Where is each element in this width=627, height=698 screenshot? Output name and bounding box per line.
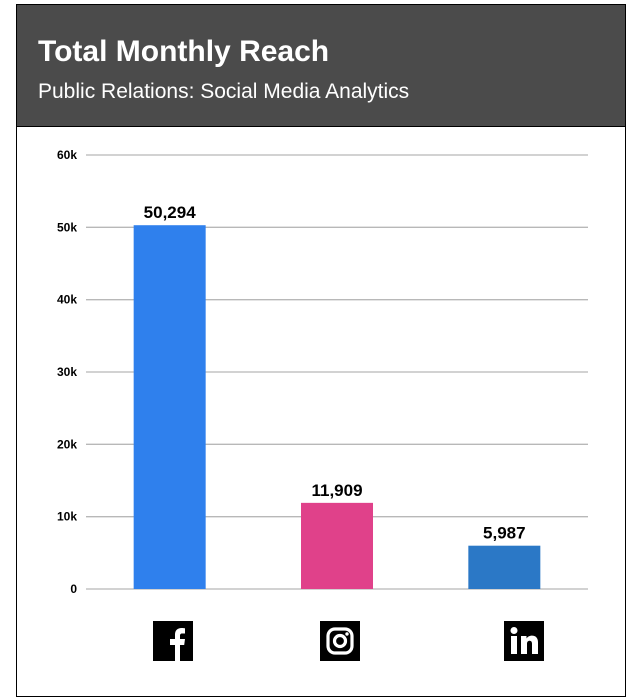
y-tick-label: 40k — [57, 293, 77, 307]
chart-header: Total Monthly Reach Public Relations: So… — [17, 5, 625, 127]
y-tick-label: 30k — [57, 365, 77, 379]
bar-facebook — [133, 225, 206, 589]
chart-subtitle: Public Relations: Social Media Analytics — [38, 80, 410, 103]
y-tick-label: 20k — [57, 437, 77, 451]
chart-title: Total Monthly Reach — [38, 35, 330, 68]
y-tick-label: 50k — [57, 220, 77, 234]
bar-instagram — [301, 502, 373, 589]
bar-value-label: 5,987 — [483, 524, 526, 543]
bar-value-label: 11,909 — [311, 481, 362, 500]
linkedin-icon — [504, 621, 544, 661]
y-tick-label: 60k — [57, 148, 77, 162]
y-tick-label: 10k — [57, 510, 77, 524]
facebook-icon — [153, 621, 193, 661]
instagram-icon — [320, 621, 360, 661]
bar-value-label: 50,294 — [144, 203, 197, 222]
y-tick-label: 0 — [70, 582, 77, 596]
bar-linkedin — [468, 545, 541, 589]
